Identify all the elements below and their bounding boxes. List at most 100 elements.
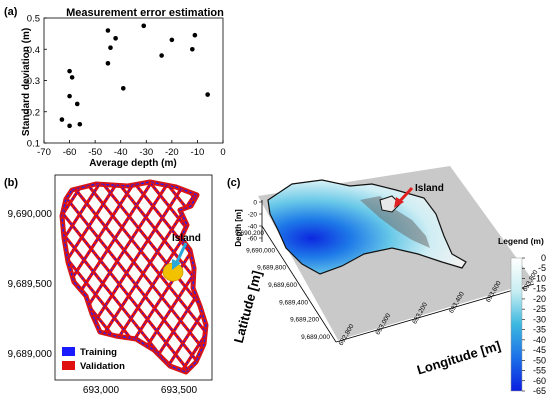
map-b-track-validation bbox=[62, 182, 206, 372]
surface-c-z-label: Depth [m] bbox=[234, 209, 243, 247]
map-b-track-validation bbox=[146, 182, 206, 372]
chart-a-point bbox=[69, 75, 75, 80]
chart-a-point bbox=[169, 37, 175, 43]
panel-c-tag: (c) bbox=[227, 177, 241, 189]
colorbar-tick-label: 0 bbox=[541, 253, 546, 263]
chart-a-point bbox=[59, 117, 65, 122]
panel-a-tag: (a) bbox=[4, 6, 18, 18]
chart-a-point bbox=[67, 68, 72, 74]
panel-a: (a) Measurement error estimation -70 -60-… bbox=[4, 6, 226, 169]
chart-a-y-tick-label: 0.3 bbox=[27, 76, 40, 87]
map-b-legend-training-label: Training bbox=[80, 347, 117, 358]
surface-c-island-arrow-head bbox=[394, 197, 404, 208]
chart-a-x-tick-label: -40 bbox=[114, 147, 128, 158]
chart-a-title: Measurement error estimation bbox=[66, 7, 224, 19]
colorbar-tick-label: -10 bbox=[533, 273, 546, 283]
map-b-y-tick-3: 9,689,000 bbox=[8, 349, 53, 360]
chart-a-x-tick-label: -10 bbox=[191, 147, 205, 158]
surface-c-island-arrow bbox=[397, 186, 414, 204]
chart-a-x-tick-label: -50 bbox=[88, 147, 102, 158]
colorbar-ticks: 0-5-10-15-20-25-30-35-40-45-50-55-60-65 bbox=[522, 253, 546, 396]
panel-b-tag: (b) bbox=[4, 177, 18, 189]
surface-c-x-label: Longitude [m] bbox=[415, 338, 502, 378]
map-b-track-validation bbox=[82, 182, 206, 372]
map-b-track-validation bbox=[140, 182, 206, 372]
surface-c-y-ticks: 9,689,000 9,689,200 9,689,400 9,689,600 9,68… bbox=[235, 230, 330, 341]
chart-a-x-ticks: -70 -60 -50 -40 -30 -20 -10 0 bbox=[37, 140, 226, 158]
surface-c-y-tick-label: 9,690,200 bbox=[235, 230, 264, 237]
surface-c-y-tick-label: 9,689,200 bbox=[290, 317, 319, 324]
chart-a-point bbox=[192, 32, 198, 38]
chart-a-x-tick-label: -30 bbox=[139, 147, 153, 158]
chart-a-x-tick-label: -60 bbox=[63, 147, 77, 158]
surface-c-z-tick-label: -40 bbox=[248, 224, 258, 231]
chart-a-point bbox=[108, 45, 113, 50]
chart-a-point bbox=[74, 101, 80, 107]
panel-b: (b) Island 9,690,000 9,689,500 9,689,000… bbox=[4, 174, 213, 396]
chart-a-y-tick-label: 0.4 bbox=[27, 45, 40, 56]
map-b-track-validation bbox=[66, 182, 206, 372]
surface-c-y-tick-label: 9,689,800 bbox=[257, 265, 286, 272]
surface-c-y-axis bbox=[261, 225, 337, 343]
surface-c-y-tick-label: 9,689,600 bbox=[268, 282, 297, 289]
map-b-island-label: Island bbox=[172, 233, 201, 244]
map-b-legend-training-swatch bbox=[62, 347, 75, 356]
chart-a-x-label: Average depth (m) bbox=[89, 158, 176, 169]
chart-a-point bbox=[159, 53, 164, 58]
colorbar-tick-label: -55 bbox=[533, 366, 546, 376]
map-b-island-arrow bbox=[174, 242, 188, 265]
map-b-island-arrow-head bbox=[172, 259, 181, 270]
map-b-track-validation bbox=[62, 182, 172, 372]
chart-a-x-tick-label: -70 bbox=[37, 147, 51, 158]
colorbar-tick-label: -35 bbox=[533, 325, 546, 335]
colorbar bbox=[510, 257, 523, 392]
map-b-y-tick-2: 9,689,500 bbox=[8, 279, 53, 290]
surface-c-z-tick-label: -20 bbox=[248, 212, 258, 219]
surface-c-y-tick-label: 9,689,000 bbox=[301, 334, 330, 341]
colorbar-tick-label: -30 bbox=[533, 314, 546, 324]
map-b-track-validation bbox=[157, 182, 206, 372]
chart-a-point bbox=[141, 23, 147, 29]
colorbar-tick-label: -25 bbox=[533, 304, 546, 314]
surface-c-z-tick-label: 0 bbox=[253, 200, 257, 207]
map-b-track-validation bbox=[62, 182, 155, 372]
panel-c: (c) Island bbox=[227, 166, 546, 396]
colorbar-tick-label: -40 bbox=[533, 335, 546, 345]
surface-c-y-tick-label: 9,690,000 bbox=[246, 247, 275, 254]
map-b-track-validation bbox=[174, 182, 206, 372]
chart-a-point bbox=[77, 121, 83, 127]
map-b-track-validation bbox=[98, 182, 206, 372]
surface-c-z-tick-label: -60 bbox=[248, 236, 258, 243]
chart-a-y-ticks: 0.1 0.2 0.3 0.4 0.5 bbox=[27, 14, 47, 150]
colorbar-tick-label: -45 bbox=[533, 345, 546, 355]
chart-a-point bbox=[105, 28, 111, 33]
chart-a-point bbox=[67, 123, 72, 129]
colorbar-title: Legend (m) bbox=[498, 236, 544, 246]
colorbar-tick-label: -50 bbox=[533, 355, 546, 365]
chart-a-y-tick-label: 0.1 bbox=[27, 139, 40, 150]
map-b-y-tick-1: 9,690,000 bbox=[8, 209, 53, 220]
map-b-track-validation bbox=[130, 182, 206, 372]
surface-c-ridge-shading bbox=[360, 196, 430, 248]
map-b-legend-validation-swatch bbox=[62, 361, 75, 370]
surface-c-x-axis bbox=[335, 283, 535, 343]
colorbar-tick-label: -60 bbox=[533, 376, 546, 386]
map-b-x-tick-1: 693,000 bbox=[83, 385, 120, 396]
surface-c-island bbox=[379, 195, 401, 213]
chart-a-point bbox=[120, 86, 126, 91]
colorbar-tick-label: -15 bbox=[533, 284, 546, 294]
chart-a-y-tick-label: 0.2 bbox=[27, 107, 40, 118]
surface-c-z-ticks: 0 -20 -40 -60 bbox=[248, 200, 262, 243]
chart-a-x-tick-label: -20 bbox=[165, 147, 179, 158]
chart-a-point bbox=[105, 61, 111, 66]
surface-c-y-label: Latitude [m] bbox=[231, 269, 265, 345]
colorbar-tick-label: -5 bbox=[538, 263, 546, 273]
chart-a-y-label: Standard deviation (m) bbox=[21, 28, 32, 136]
map-b-track-validation bbox=[62, 182, 198, 372]
colorbar-tick-label: -20 bbox=[533, 294, 546, 304]
chart-a-points bbox=[59, 23, 210, 129]
surface-c-island-label: Island bbox=[415, 183, 444, 194]
surface-c-lake bbox=[267, 179, 467, 275]
chart-a-point bbox=[113, 36, 118, 41]
chart-a-x-tick-label: 0 bbox=[220, 147, 225, 158]
